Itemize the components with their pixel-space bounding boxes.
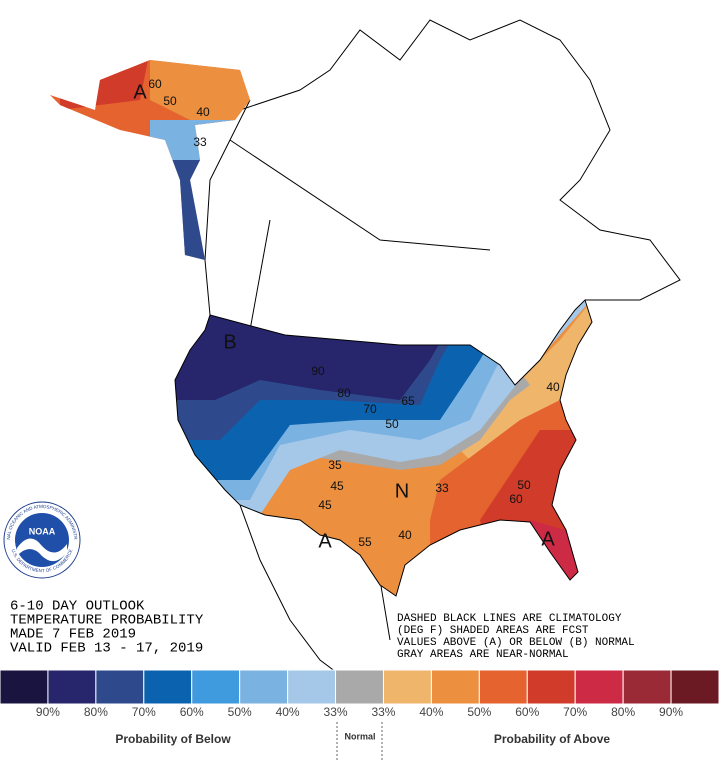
title-line: VALID FEB 13 - 17, 2019 (10, 641, 203, 657)
map-label: 40 (546, 380, 560, 394)
map-label: N (395, 480, 409, 502)
legend-swatch (335, 669, 384, 705)
logo-ring-top-text: NATIONAL OCEANIC AND ATMOSPHERIC ADMINIS… (0, 0, 78, 540)
map-label: 55 (358, 535, 372, 549)
legend-label: 70% (563, 705, 587, 719)
legend-swatch (239, 669, 289, 705)
map-label: 65 (401, 394, 415, 408)
legend-swatch (526, 669, 576, 705)
legend: 90% 80% 70% 60% 50% 40% 33% 33% 40% 50% 60% 70% 80% 9… (0, 669, 719, 719)
legend-swatch (287, 669, 337, 705)
note-line: VALUES ABOVE (A) OR BELOW (B) NORMAL (397, 637, 635, 649)
legend-swatch (47, 669, 97, 705)
map-label: B (223, 331, 236, 353)
legend-label: 33% (324, 705, 348, 719)
legend-label: 40% (276, 705, 300, 719)
map-label: 50 (385, 417, 399, 431)
note-line: GRAY AREAS ARE NEAR-NORMAL (397, 649, 569, 661)
logo-name: NOAA (29, 526, 56, 536)
legend-swatch (382, 669, 432, 705)
title-line: 6-10 DAY OUTLOOK (10, 599, 145, 615)
legend-label: 60% (180, 705, 204, 719)
legend-label: 50% (228, 705, 252, 719)
notes-block: DASHED BLACK LINES ARE CLIMATOLOGY(DEG F… (397, 613, 635, 661)
us-outline (174, 299, 593, 597)
map-label: A (318, 530, 332, 552)
land-outline (204, 19, 681, 691)
legend-swatch (574, 669, 624, 705)
title-line: TEMPERATURE PROBABILITY (10, 613, 204, 629)
us-shading (175, 300, 592, 596)
map-label: 60 (509, 492, 523, 506)
legend-label: 70% (132, 705, 156, 719)
map-label: 60 (148, 77, 162, 91)
note-line: DASHED BLACK LINES ARE CLIMATOLOGY (397, 613, 622, 625)
legend-label: 60% (515, 705, 539, 719)
map-label: 80 (337, 386, 351, 400)
legend-swatch (430, 669, 480, 705)
note-line: (DEG F) SHADED AREAS ARE FCST (397, 625, 589, 637)
legend-label: 40% (419, 705, 443, 719)
map-label: 33 (193, 135, 207, 149)
map-label: 40 (398, 528, 412, 542)
legend-label: 90% (36, 705, 60, 719)
legend-swatch (143, 669, 193, 705)
legend-swatch (0, 669, 49, 705)
map-label: 45 (330, 479, 344, 493)
legend-label: 80% (84, 705, 108, 719)
legend-above: Probability of Above (494, 732, 611, 746)
title-line: MADE 7 FEB 2019 (10, 627, 136, 643)
map-label: 33 (435, 481, 449, 495)
legend-label: 80% (611, 705, 635, 719)
logo-ring-top: NATIONAL OCEANIC AND ATMOSPHERIC ADMINIS… (0, 0, 78, 540)
legend-below: Probability of Below (115, 732, 231, 746)
noaa-logo: NOAA NATIONAL OCEANIC AND ATMOSPHERIC AD… (0, 0, 81, 579)
map-label: 70 (363, 402, 377, 416)
legend-swatch (478, 669, 528, 705)
map-label: 40 (196, 105, 210, 119)
legend-label: 33% (371, 705, 395, 719)
map-label: 50 (517, 478, 531, 492)
map-label: 50 (163, 94, 177, 108)
legend-swatch (191, 669, 241, 705)
map-label: 90 (311, 364, 325, 378)
map-label: A (541, 528, 555, 550)
legend-swatch (622, 669, 672, 705)
map-label: A (133, 81, 147, 103)
map-label: 45 (318, 498, 332, 512)
legend-swatch (670, 669, 719, 705)
legend-swatch (95, 669, 145, 705)
legend-label: 50% (467, 705, 491, 719)
legend-label: 90% (659, 705, 683, 719)
map-label: 35 (328, 458, 342, 472)
legend-normal: Normal (344, 731, 375, 741)
